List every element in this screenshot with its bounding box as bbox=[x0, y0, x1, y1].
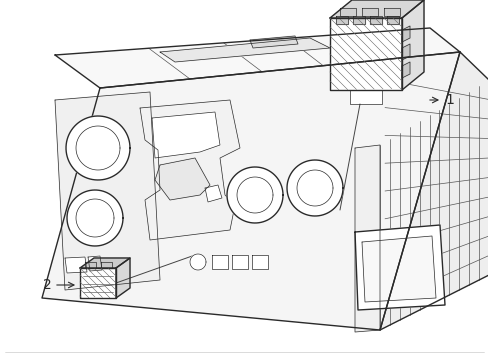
Polygon shape bbox=[286, 160, 342, 216]
Polygon shape bbox=[212, 255, 227, 269]
Polygon shape bbox=[160, 38, 329, 62]
Polygon shape bbox=[55, 28, 459, 88]
Polygon shape bbox=[354, 145, 379, 332]
Polygon shape bbox=[401, 44, 409, 60]
Polygon shape bbox=[361, 8, 377, 16]
Polygon shape bbox=[66, 116, 130, 180]
Polygon shape bbox=[65, 257, 87, 273]
Polygon shape bbox=[383, 8, 399, 16]
Polygon shape bbox=[329, 18, 401, 90]
Polygon shape bbox=[369, 16, 381, 24]
Polygon shape bbox=[401, 62, 409, 78]
Polygon shape bbox=[249, 36, 297, 48]
Polygon shape bbox=[251, 255, 267, 269]
Polygon shape bbox=[101, 262, 112, 268]
Polygon shape bbox=[80, 268, 116, 298]
Text: 1: 1 bbox=[444, 93, 453, 107]
Polygon shape bbox=[67, 190, 123, 246]
Polygon shape bbox=[116, 258, 130, 298]
Polygon shape bbox=[401, 0, 423, 90]
Polygon shape bbox=[354, 225, 444, 310]
Polygon shape bbox=[386, 16, 398, 24]
Polygon shape bbox=[401, 26, 409, 42]
Polygon shape bbox=[339, 8, 355, 16]
Polygon shape bbox=[190, 254, 205, 270]
Polygon shape bbox=[42, 52, 459, 330]
Polygon shape bbox=[204, 185, 222, 202]
Text: 2: 2 bbox=[43, 278, 52, 292]
Polygon shape bbox=[231, 255, 247, 269]
Polygon shape bbox=[352, 16, 364, 24]
Polygon shape bbox=[88, 256, 102, 271]
Polygon shape bbox=[379, 52, 488, 330]
Polygon shape bbox=[55, 92, 160, 290]
Polygon shape bbox=[155, 158, 209, 200]
Polygon shape bbox=[335, 16, 347, 24]
Polygon shape bbox=[80, 258, 130, 268]
Polygon shape bbox=[140, 100, 240, 240]
Polygon shape bbox=[349, 90, 381, 104]
Polygon shape bbox=[85, 262, 96, 268]
Polygon shape bbox=[361, 236, 435, 302]
Polygon shape bbox=[152, 112, 220, 158]
Polygon shape bbox=[226, 167, 283, 223]
Polygon shape bbox=[329, 0, 423, 18]
